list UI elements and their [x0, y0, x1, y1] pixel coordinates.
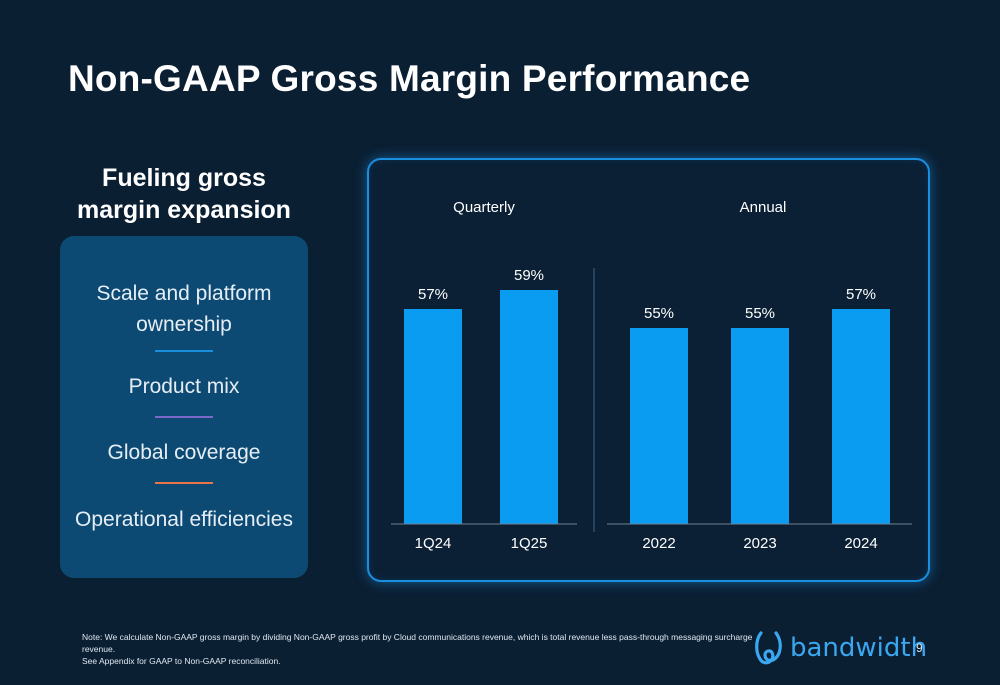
- annual-category-label-2023: 2023: [743, 535, 776, 552]
- footnote-line1: Note: We calculate Non-GAAP gross margin…: [82, 632, 753, 642]
- driver-operational-efficiencies: Operational efficiencies: [75, 508, 293, 531]
- driver-global-coverage: Global coverage: [107, 441, 261, 464]
- drivers-panel: Scale and platform ownership Product mix…: [60, 236, 308, 578]
- divider-orange: [155, 482, 213, 484]
- driver-product-mix: Product mix: [128, 375, 240, 398]
- annual-category-label-2024: 2024: [844, 535, 877, 552]
- bandwidth-logo: bandwidth: [752, 628, 927, 668]
- footnote-line2: revenue.: [82, 644, 116, 654]
- annual-category-label-2022: 2022: [642, 535, 675, 552]
- chart-container: Quarterly 57% 1Q24 59% 1Q25 Annual 55% 2022 55% 2…: [367, 158, 930, 582]
- divider-blue: [155, 350, 213, 352]
- footnote: Note: We calculate Non-GAAP gross margin…: [82, 631, 762, 667]
- annual-value-label-2022: 55%: [644, 305, 674, 322]
- annual-bar-2023: [731, 328, 789, 524]
- bandwidth-logo-icon: [755, 631, 782, 665]
- quarterly-value-label-1Q25: 59%: [514, 267, 544, 284]
- quarterly-bar-1Q25: [500, 290, 558, 524]
- footnote-line3: See Appendix for GAAP to Non-GAAP reconc…: [82, 656, 281, 666]
- gross-margin-chart: Quarterly 57% 1Q24 59% 1Q25 Annual 55% 2022 55% 2…: [391, 199, 912, 552]
- annual-value-label-2023: 55%: [745, 305, 775, 322]
- page-number: 9: [916, 641, 923, 655]
- driver-scale-line1: Scale and platform: [96, 282, 272, 305]
- driver-scale-line2: ownership: [136, 313, 232, 336]
- left-heading-line1: Fueling gross: [102, 164, 266, 192]
- quarterly-category-label-1Q25: 1Q25: [511, 535, 548, 552]
- quarterly-category-label-1Q24: 1Q24: [415, 535, 452, 552]
- quarterly-title: Quarterly: [453, 199, 515, 216]
- quarterly-value-label-1Q24: 57%: [418, 286, 448, 303]
- annual-title: Annual: [740, 199, 787, 216]
- logo-text: bandwidth: [790, 633, 928, 663]
- annual-bar-2022: [630, 328, 688, 524]
- annual-value-label-2024: 57%: [846, 286, 876, 303]
- left-heading: Fueling gross margin expansion: [60, 162, 308, 226]
- divider-purple: [155, 416, 213, 418]
- slide-title: Non-GAAP Gross Margin Performance: [68, 58, 751, 99]
- quarterly-bar-1Q24: [404, 309, 462, 524]
- driver-scale-platform: Scale and platform ownership: [60, 278, 308, 340]
- annual-bar-2024: [832, 309, 890, 524]
- left-heading-line2: margin expansion: [77, 196, 291, 224]
